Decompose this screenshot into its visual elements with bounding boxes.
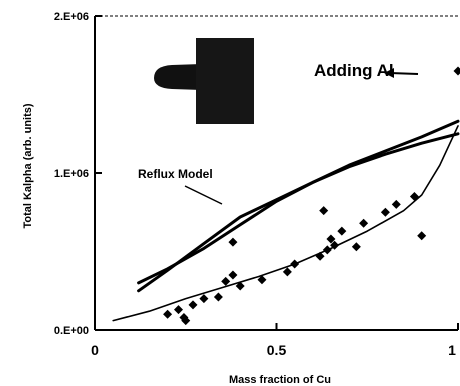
series-layer	[112, 66, 460, 326]
scatter-series	[163, 66, 460, 326]
data-point-diamond	[163, 309, 173, 319]
data-point-diamond	[359, 218, 369, 228]
x-tick-label: 1	[448, 342, 456, 358]
y-tick-label: 0.E+00	[54, 325, 89, 337]
specimen-block	[196, 38, 254, 124]
data-point-diamond	[326, 234, 336, 244]
y-ticks: 0.E+00 1.E+06 2.E+06	[54, 11, 102, 337]
data-point-diamond	[173, 305, 183, 315]
data-point-diamond	[213, 292, 223, 302]
data-point-diamond	[391, 199, 401, 209]
data-point-diamond	[417, 231, 427, 241]
annotation-reflux-model-arrow	[184, 185, 223, 205]
data-point-diamond	[319, 206, 329, 216]
data-point-diamond	[181, 316, 191, 326]
data-point-diamond	[228, 270, 238, 280]
data-point-diamond	[380, 207, 390, 217]
annotation-reflux-model: Reflux Model	[138, 167, 223, 205]
data-point-diamond	[199, 294, 209, 304]
x-tick-label: 0.5	[267, 342, 287, 358]
y-axis-label: Total Kalpha (arb. units)	[22, 103, 34, 228]
y-tick-label: 2.E+06	[54, 11, 89, 23]
data-point-diamond	[228, 237, 238, 247]
annotation-adding-al-arrowhead	[384, 68, 394, 78]
inset-specimen-sketch	[154, 38, 254, 124]
data-point-diamond	[221, 276, 231, 286]
y-tick-label: 1.E+06	[54, 168, 89, 180]
data-point-diamond	[235, 281, 245, 291]
data-point-diamond	[351, 242, 361, 252]
data-point-diamond	[409, 192, 419, 202]
data-point-diamond	[337, 226, 347, 236]
annotation-adding-al: Adding Al	[314, 61, 419, 80]
data-point-diamond	[188, 300, 198, 310]
x-tick-label: 0	[91, 342, 99, 358]
x-axis-label: Mass fraction of Cu	[229, 374, 331, 386]
annotation-reflux-model-label: Reflux Model	[138, 167, 213, 181]
data-point-diamond	[257, 275, 267, 285]
fit-curve	[112, 125, 459, 322]
x-ticks: 0 0.5 1	[91, 323, 459, 358]
reflux-model-curve-3	[137, 132, 460, 293]
data-point-diamond	[453, 66, 460, 76]
annotation-adding-al-arrow	[389, 72, 419, 75]
annotation-adding-al-label: Adding Al	[314, 61, 394, 80]
data-point-diamond	[282, 267, 292, 277]
specimen-droplet-shape	[154, 64, 202, 90]
